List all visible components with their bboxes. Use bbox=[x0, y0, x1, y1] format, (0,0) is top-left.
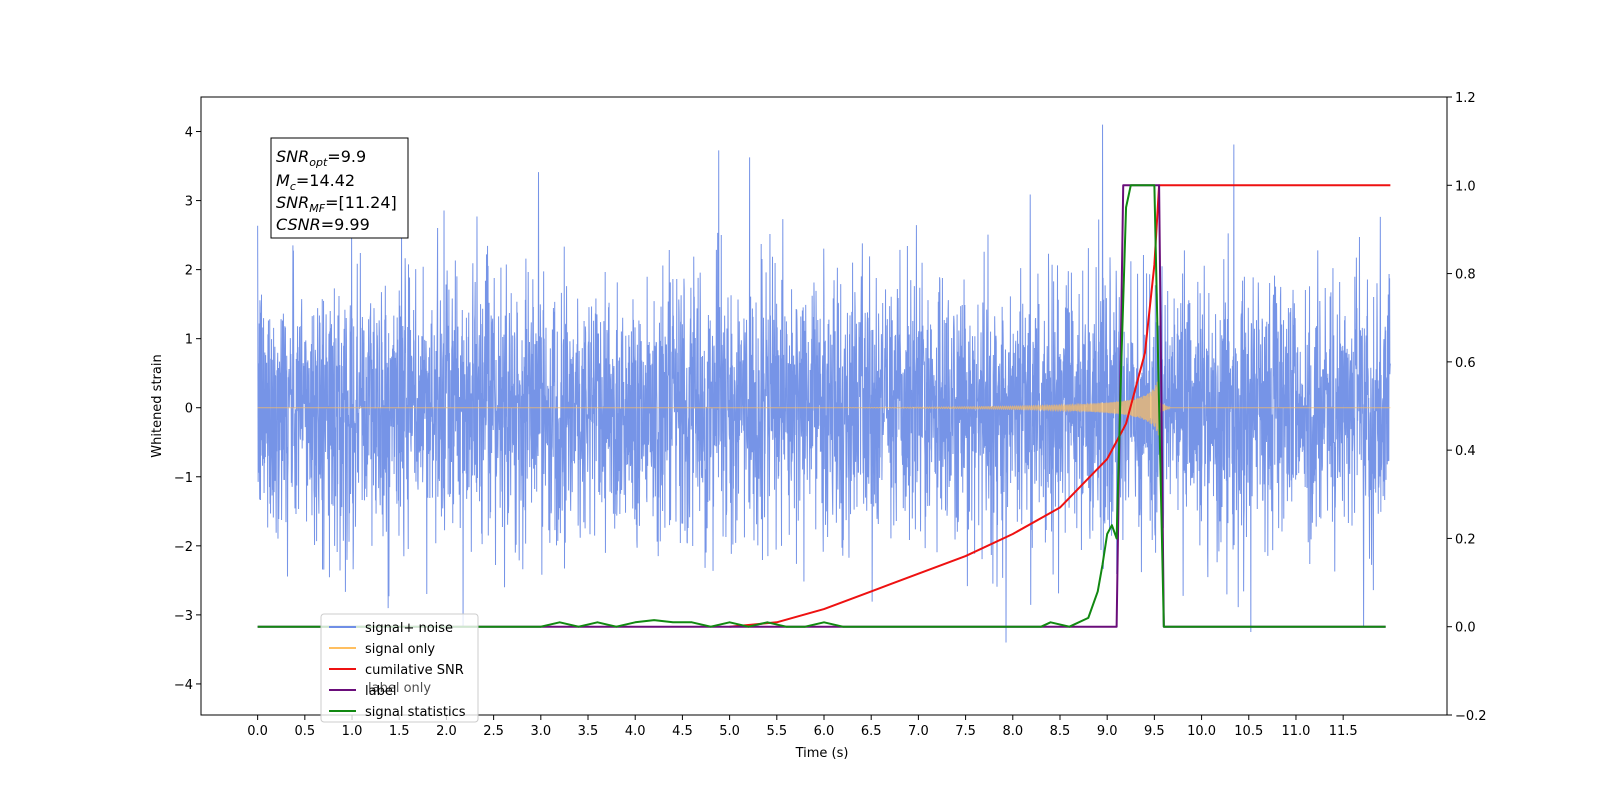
x-tick-label: 5.5 bbox=[766, 724, 787, 739]
y-axis-label: Whitened strain bbox=[150, 354, 165, 457]
x-tick-label: 1.0 bbox=[342, 724, 363, 739]
y-tick-label: −4 bbox=[174, 678, 193, 693]
legend: label only signal+ noise signal only cumil… bbox=[320, 613, 479, 723]
series-signal-only-line bbox=[257, 378, 1391, 436]
snr-mf-text: SNRMF=[11.24] bbox=[276, 193, 397, 215]
x-tick-label: 3.0 bbox=[530, 724, 551, 739]
series-signal-noise-line bbox=[257, 124, 1391, 643]
legend-frame bbox=[320, 613, 479, 723]
legend-overlap-text: label only bbox=[368, 681, 431, 696]
snr-annotation: SNRopt=9.9 Mc=14.42 SNRMF=[11.24] CSNR=9… bbox=[270, 137, 409, 239]
legend-items: signal+ noise signal only cumilative SNR la… bbox=[329, 621, 466, 720]
x-axis: 0.0 0.5 1.0 1.5 2.0 2.5 3.0 3.5 4.0 4.5 5.0 5.5 6.0 6… bbox=[247, 715, 1358, 739]
y-tick-label: 0 bbox=[185, 402, 193, 417]
x-tick-label: 10.0 bbox=[1187, 724, 1216, 739]
y-tick-label: −1 bbox=[174, 471, 193, 486]
y2-tick-label: 0.8 bbox=[1455, 268, 1476, 283]
snr-opt-text: SNRopt=9.9 bbox=[276, 147, 366, 169]
legend-item-label: signal statistics bbox=[365, 705, 466, 720]
x-tick-label: 3.5 bbox=[578, 724, 599, 739]
y2-tick-label: −0.2 bbox=[1455, 709, 1487, 724]
x-tick-label: 6.0 bbox=[814, 724, 835, 739]
x-tick-label: 2.5 bbox=[483, 724, 504, 739]
x-tick-label: 7.0 bbox=[908, 724, 929, 739]
x-tick-label: 11.5 bbox=[1329, 724, 1358, 739]
x-tick-label: 7.5 bbox=[955, 724, 976, 739]
x-axis-label: Time (s) bbox=[795, 746, 849, 761]
x-tick-label: 11.0 bbox=[1281, 724, 1310, 739]
x-tick-label: 0.5 bbox=[294, 724, 315, 739]
x-tick-label: 4.0 bbox=[625, 724, 646, 739]
x-tick-label: 1.5 bbox=[389, 724, 410, 739]
y2-tick-label: 0.4 bbox=[1455, 444, 1476, 459]
y2-tick-label: 1.0 bbox=[1455, 179, 1476, 194]
x-tick-label: 6.5 bbox=[861, 724, 882, 739]
x-tick-label: 9.0 bbox=[1097, 724, 1118, 739]
x-tick-label: 9.5 bbox=[1144, 724, 1165, 739]
csnr-text: CSNR=9.99 bbox=[276, 215, 370, 234]
series-cumulative-snr-line bbox=[729, 184, 1391, 628]
x-tick-label: 8.5 bbox=[1050, 724, 1071, 739]
x-tick-label: 5.0 bbox=[719, 724, 740, 739]
legend-item-label: signal+ noise bbox=[365, 621, 453, 636]
y2-tick-label: 0.0 bbox=[1455, 621, 1476, 636]
legend-item-label: signal only bbox=[365, 642, 435, 657]
legend-item-label: cumilative SNR bbox=[365, 663, 464, 678]
y-axis-left: 4 3 2 1 0 −1 −2 −3 −4 bbox=[174, 126, 201, 693]
y2-tick-label: 0.2 bbox=[1455, 532, 1476, 547]
x-tick-label: 10.5 bbox=[1234, 724, 1263, 739]
y2-tick-label: 0.6 bbox=[1455, 356, 1476, 371]
x-tick-label: 8.0 bbox=[1002, 724, 1023, 739]
chirp-mass-text: Mc=14.42 bbox=[276, 171, 355, 193]
y-tick-label: 3 bbox=[185, 195, 193, 210]
legend-item-label: label bbox=[365, 684, 396, 699]
y-axis-right: 1.2 1.0 0.8 0.6 0.4 0.2 0.0 −0.2 bbox=[1447, 91, 1487, 724]
series-signal-statistics-line bbox=[257, 184, 1386, 628]
x-tick-label: 0.0 bbox=[247, 724, 268, 739]
x-tick-label: 2.0 bbox=[436, 724, 457, 739]
y-tick-label: −3 bbox=[174, 609, 193, 624]
series-layer bbox=[257, 124, 1391, 643]
y-tick-label: 4 bbox=[185, 126, 193, 141]
y-tick-label: 2 bbox=[185, 264, 193, 279]
x-tick-label: 4.5 bbox=[672, 724, 693, 739]
y-tick-label: 1 bbox=[185, 333, 193, 348]
annotation-box bbox=[270, 137, 409, 239]
y2-tick-label: 1.2 bbox=[1455, 91, 1476, 106]
y-tick-label: −2 bbox=[174, 540, 193, 555]
